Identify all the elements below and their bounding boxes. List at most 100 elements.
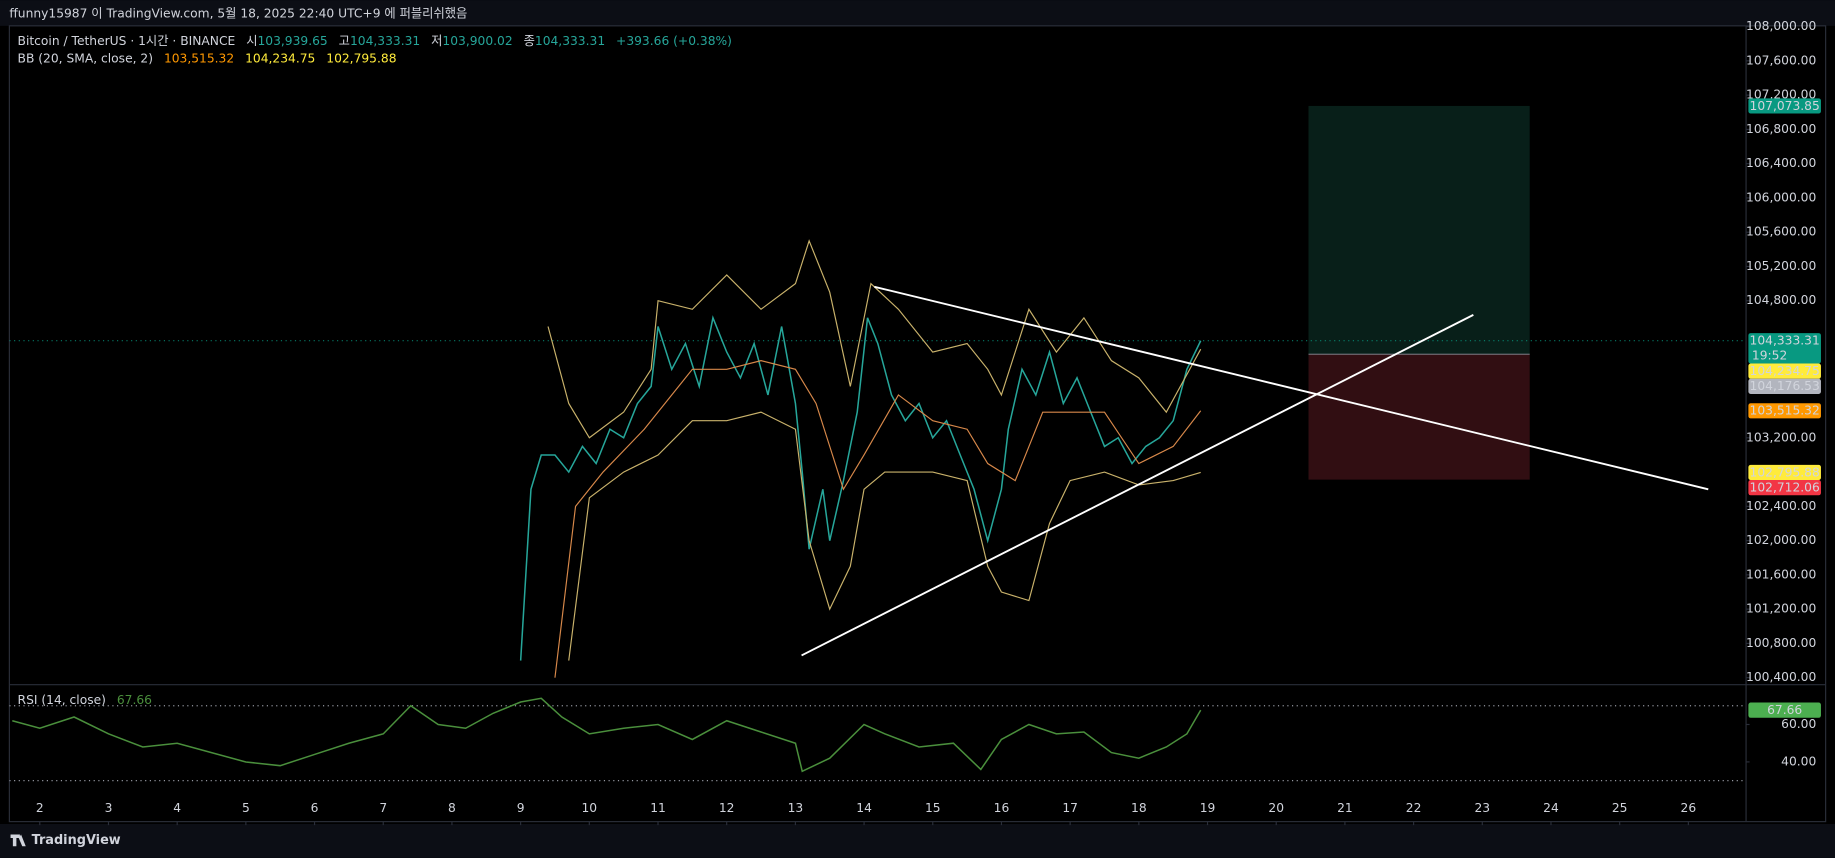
x-tick-label: 3: [105, 801, 113, 815]
price-badge-label: 104,176.53: [1750, 379, 1820, 393]
x-tick-label: 12: [719, 801, 735, 815]
x-tick-label: 13: [788, 801, 804, 815]
y-tick-label: 40.00: [1781, 754, 1816, 768]
legend-symbol: Bitcoin / TetherUS · 1시간 · BINANCE: [18, 34, 236, 48]
legend-rsi-value: 67.66: [117, 692, 152, 706]
x-tick-label: 8: [448, 801, 456, 815]
y-tick-label: 106,000.00: [1746, 190, 1816, 204]
x-tick-label: 20: [1268, 801, 1284, 815]
x-tick-label: 21: [1337, 801, 1353, 815]
header-title: ffunny15987 이 TradingView.com, 5월 18, 20…: [9, 6, 467, 21]
y-tick-label: 106,800.00: [1746, 122, 1816, 136]
x-tick-label: 22: [1406, 801, 1422, 815]
legend-close: 104,333.31: [535, 34, 605, 48]
price-badge: [1748, 378, 1821, 394]
y-tick-label: 105,600.00: [1746, 225, 1816, 239]
legend-change: +393.66 (+0.38%): [616, 34, 732, 48]
legend-close-label: 종: [524, 34, 535, 48]
footer-bar: [0, 823, 1835, 858]
x-tick-label: 17: [1062, 801, 1078, 815]
y-tick-label: 60.00: [1781, 717, 1816, 731]
x-tick-label: 26: [1681, 801, 1697, 815]
y-tick-label: 107,200.00: [1746, 88, 1816, 102]
x-tick-label: 23: [1474, 801, 1490, 815]
stop-zone: [1308, 354, 1530, 480]
legend-open-label: 시: [246, 34, 257, 48]
y-tick-label: 102,400.00: [1746, 499, 1816, 513]
x-tick-label: 11: [650, 801, 666, 815]
price-badge-label: 102,795.88: [1750, 465, 1820, 479]
price-badge: [1748, 333, 1821, 364]
series-line: [554, 360, 1202, 678]
series-line: [12, 697, 1202, 773]
x-tick-label: 5: [242, 801, 250, 815]
y-tick-label: 101,200.00: [1746, 602, 1816, 616]
x-tick-label: 9: [517, 801, 525, 815]
y-tick-label: 104,800.00: [1746, 293, 1816, 307]
x-tick-label: 7: [379, 801, 387, 815]
frame: [8, 25, 1827, 823]
legend-rsi-label: RSI (14, close): [18, 692, 106, 706]
series-line: [568, 411, 1201, 661]
footer-logo: [10, 834, 26, 847]
y-tick-label: 103,200.00: [1746, 430, 1816, 444]
x-tick-label: 19: [1200, 801, 1216, 815]
x-tick-label: 16: [994, 801, 1010, 815]
legend-bb-label: BB (20, SMA, close, 2): [18, 51, 153, 65]
price-badge-label: 67.66: [1767, 703, 1802, 717]
price-badge-label: 107,073.85: [1750, 99, 1820, 113]
pane: [9, 697, 1747, 782]
price-badge-label: 102,712.06: [1750, 480, 1820, 494]
x-tick-label: 15: [925, 801, 941, 815]
legend-line-1: Bitcoin / TetherUS · 1시간 · BINANCE 시103,…: [18, 34, 732, 48]
series-line: [547, 239, 1202, 439]
legend-rsi: RSI (14, close) 67.66: [18, 692, 153, 706]
legend-high-label: 고: [339, 34, 350, 48]
legend-open: 103,939.65: [258, 34, 328, 48]
y-tick-label: 108,000.00: [1746, 19, 1816, 33]
y-tick-label: 107,600.00: [1746, 53, 1816, 67]
header-bar: [0, 0, 1835, 26]
price-badge: [1748, 464, 1821, 481]
y-tick-label: 101,600.00: [1746, 567, 1816, 581]
price-badge-label: 103,515.32: [1750, 404, 1820, 418]
footer-brand: TradingView: [32, 833, 121, 848]
pane: [9, 105, 1747, 678]
legend-low: 103,900.02: [442, 34, 512, 48]
overlay-layer: Bitcoin / TetherUS · 1시간 · BINANCE 시103,…: [18, 34, 732, 707]
x-tick-label: 14: [856, 801, 872, 815]
price-badge-label: 104,234.75: [1750, 364, 1820, 378]
x-tick-label: 18: [1131, 801, 1147, 815]
plot-layer: 100,400.00 100,800.00 101,200.00 101,600.00…: [9, 19, 1821, 826]
x-tick-label: 6: [311, 801, 319, 815]
target-zone: [1308, 105, 1530, 355]
legend-low-label: 저: [431, 34, 442, 48]
legend-bb-lower: 102,795.88: [326, 51, 396, 65]
price-badge: [1748, 702, 1821, 718]
legend-line-2: BB (20, SMA, close, 2) 103,515.32 104,23…: [18, 51, 397, 65]
price-badge: [1748, 98, 1821, 114]
price-badge: [1748, 403, 1821, 419]
y-tick-label: 100,400.00: [1746, 670, 1816, 684]
trendline: [801, 314, 1474, 657]
legend-bb-basis: 103,515.32: [164, 51, 234, 65]
legend-bb-upper: 104,234.75: [245, 51, 315, 65]
y-tick-label: 106,400.00: [1746, 156, 1816, 170]
y-tick-label: 102,000.00: [1746, 533, 1816, 547]
x-tick-label: 10: [582, 801, 598, 815]
x-tick-label: 25: [1612, 801, 1628, 815]
trendline: [874, 285, 1709, 491]
legend-high: 104,333.31: [350, 34, 420, 48]
price-badge-countdown: 19:52: [1752, 348, 1787, 362]
x-tick-label: 24: [1543, 801, 1559, 815]
x-tick-label: 2: [36, 801, 44, 815]
price-badge: [1748, 363, 1821, 379]
price-badge-label: 104,333.31: [1750, 334, 1820, 348]
series-line: [519, 315, 1202, 661]
y-tick-label: 105,200.00: [1746, 259, 1816, 273]
x-tick-label: 4: [173, 801, 181, 815]
price-badge: [1748, 480, 1821, 496]
